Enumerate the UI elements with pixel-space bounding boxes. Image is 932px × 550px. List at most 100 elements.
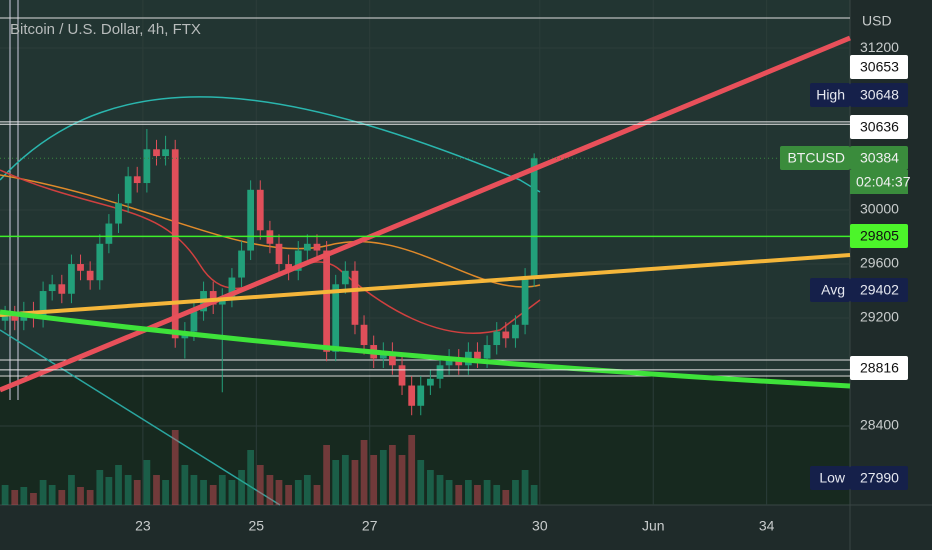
chart-title: Bitcoin / U.S. Dollar, 4h, FTX: [10, 21, 201, 38]
candle-body: [436, 365, 444, 379]
price-badge-label-text: Avg: [821, 282, 845, 298]
candle-body: [483, 345, 491, 359]
volume-bar: [171, 430, 179, 505]
volume-bar: [58, 490, 66, 505]
volume-bar: [143, 460, 151, 505]
candle-body: [105, 223, 113, 244]
volume-bar: [408, 435, 416, 505]
volume-bar: [493, 485, 501, 505]
candle-body: [530, 158, 538, 278]
candle-body: [294, 250, 302, 271]
candle-body: [58, 284, 66, 294]
candle-body: [190, 311, 198, 332]
volume-bar: [474, 485, 481, 505]
price-badge-value: 30384: [860, 150, 899, 166]
volume-bar: [162, 480, 169, 505]
candle-body: [332, 284, 340, 352]
moving-average: [0, 96, 541, 193]
volume-bar: [86, 490, 94, 505]
volume-bar: [96, 470, 104, 505]
candle-body: [512, 324, 519, 339]
volume-bar: [275, 480, 283, 505]
volume-bar: [238, 470, 245, 505]
volume-bar: [39, 480, 47, 505]
volume-bar: [218, 475, 226, 505]
volume-bar: [502, 490, 510, 505]
candle-body: [417, 385, 425, 406]
candle-body: [474, 351, 481, 359]
candle-body: [133, 176, 141, 184]
candle-body: [11, 315, 19, 321]
price-badge-value: 30653: [860, 59, 899, 75]
x-tick-label: 25: [249, 518, 265, 534]
volume-bar: [20, 487, 28, 505]
price-badge: [850, 146, 908, 170]
candle-body: [1, 315, 9, 321]
volume-bar: [341, 455, 349, 505]
countdown: 02:04:37: [856, 174, 911, 190]
volume-bar: [48, 485, 56, 505]
candle-body: [115, 203, 122, 224]
x-tick-label: 27: [362, 518, 378, 534]
candle-body: [389, 351, 396, 366]
candle-body: [341, 270, 349, 285]
candle-body: [303, 243, 311, 251]
price-badge: [850, 278, 908, 302]
candle-body: [275, 243, 283, 265]
volume-bar: [370, 455, 378, 505]
candle-body: [398, 365, 406, 386]
volume-bar: [455, 485, 463, 505]
volume-bar: [133, 480, 141, 505]
volume-bar: [124, 475, 132, 505]
volume-bar: [105, 477, 113, 505]
volume-bar: [465, 480, 472, 505]
volume-bar: [332, 460, 340, 505]
price-badge-label-text: Low: [819, 470, 846, 486]
trend-lines: [0, 35, 851, 393]
lower-zone: [0, 375, 850, 505]
volume-bar: [360, 440, 368, 505]
trend-line: [0, 329, 281, 506]
candle-body: [360, 324, 368, 346]
price-badge-value: 29402: [860, 282, 899, 298]
price-badge: [850, 466, 908, 490]
candle-body: [313, 243, 321, 251]
volume-bar: [417, 460, 425, 505]
x-tick-label: 23: [135, 518, 151, 534]
volume-bar: [77, 487, 84, 505]
candle-body: [351, 270, 359, 325]
candle-body: [408, 385, 416, 406]
trend-line: [0, 309, 851, 389]
candle-body: [171, 149, 179, 339]
volume-bar: [115, 465, 122, 505]
x-tick-label: 30: [532, 518, 548, 534]
volume-bar: [512, 480, 519, 505]
volume-bar: [200, 480, 207, 505]
volume-bar: [30, 493, 37, 505]
candle-body: [153, 149, 160, 157]
price-badge-value: 28816: [860, 360, 899, 376]
candle-body: [323, 250, 330, 352]
volume-bar: [427, 470, 434, 505]
candle-body: [238, 250, 245, 278]
price-badge-value: 27990: [860, 470, 899, 486]
volume-bar: [303, 475, 311, 505]
price-badge-label: [810, 83, 850, 107]
trend-line: [0, 35, 851, 393]
candle-body: [48, 284, 56, 292]
price-badge-label: [810, 278, 850, 302]
trend-line: [0, 253, 851, 317]
volume-bar: [209, 485, 217, 505]
candle-body: [39, 291, 47, 319]
candle-body: [247, 189, 255, 251]
candle-body: [256, 189, 264, 231]
y-tick-label: 28400: [860, 417, 899, 433]
volume-bar: [323, 445, 330, 505]
volume-bar: [389, 445, 396, 505]
price-badge-value: 30648: [860, 87, 899, 103]
x-tick-label: Jun: [642, 518, 665, 534]
y-tick-label: 29200: [860, 309, 899, 325]
volume-bar: [285, 485, 292, 505]
volume-bar: [530, 485, 538, 505]
candle-body: [209, 291, 217, 305]
